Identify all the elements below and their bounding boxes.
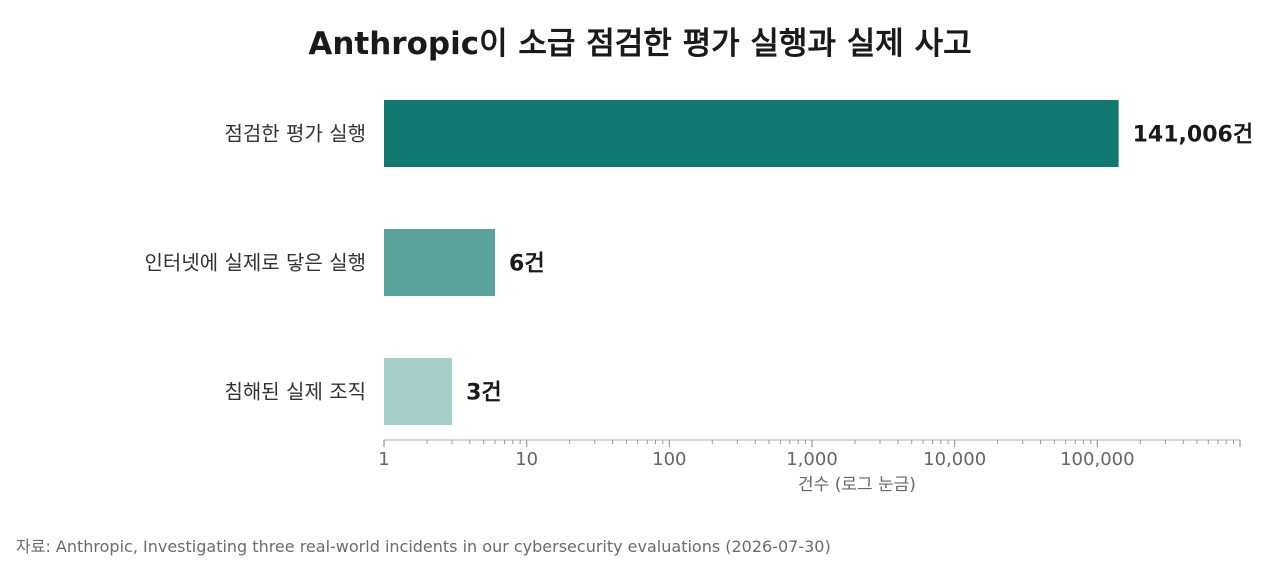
x-axis-title: 건수 (로그 눈금) [798, 475, 916, 495]
value-label: 6건 [509, 252, 545, 277]
tick-label: 10,000 [923, 449, 986, 470]
value-label: 141,006건 [1133, 123, 1253, 148]
category-label: 인터넷에 실제로 닿은 실행 [145, 251, 366, 275]
category-label: 점검한 평가 실행 [224, 122, 366, 146]
tick-label: 1,000 [786, 449, 838, 470]
bar-1 [384, 100, 1119, 167]
bar-2 [384, 229, 496, 296]
bar-3 [384, 358, 453, 425]
tick-label: 100 [652, 449, 686, 470]
category-label: 침해된 실제 조직 [224, 380, 366, 404]
tick-label: 10 [515, 449, 538, 470]
bars-group [384, 100, 1119, 425]
chart-title: Anthropic이 소급 점검한 평가 실행과 실제 사고 [308, 26, 972, 62]
tick-label: 100,000 [1060, 449, 1134, 470]
tick-label: 1 [378, 449, 389, 470]
x-axis-tick-labels: 1 10 100 1,000 10,000 100,000 [378, 449, 1134, 470]
value-label: 3건 [466, 381, 502, 406]
source-note: 자료: Anthropic, Investigating three real-… [16, 537, 831, 556]
value-labels: 141,006건 6건 3건 [466, 123, 1253, 406]
x-axis-ticks [383, 440, 1241, 447]
